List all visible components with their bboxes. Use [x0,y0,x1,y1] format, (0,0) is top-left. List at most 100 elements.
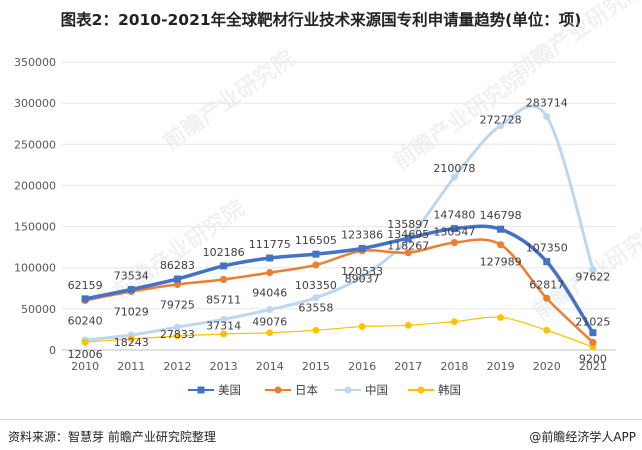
data-label: 86283 [160,259,195,272]
x-tick-label: 2019 [487,360,515,373]
data-point [220,262,228,270]
data-label: 62817 [529,278,564,291]
data-label: 62159 [68,279,103,292]
data-label: 94046 [252,287,287,300]
data-point [219,275,228,284]
data-point [543,258,551,266]
data-point [358,244,366,252]
data-point [266,306,274,314]
data-point [173,275,181,283]
data-point [450,238,459,247]
legend-marker [417,386,425,394]
data-point [497,314,504,321]
x-tick-label: 2020 [533,360,561,373]
data-point [496,121,505,130]
data-label: 103350 [295,279,337,292]
y-tick-label: 0 [49,344,56,357]
data-point [358,273,366,281]
data-point [266,329,274,337]
data-point [312,326,320,334]
data-point [497,225,505,233]
data-point [450,225,458,233]
x-tick-label: 2017 [394,360,422,373]
legend-marker [274,386,282,394]
data-point [451,318,458,326]
data-point [543,326,551,334]
data-label: 12006 [68,348,103,361]
x-tick-label: 2018 [440,360,468,373]
data-label: 73534 [114,269,149,282]
data-label: 127989 [480,256,522,269]
data-point [496,241,505,249]
data-point [358,323,366,330]
y-tick-label: 200000 [14,179,56,192]
data-label: 102186 [203,246,245,259]
data-label: 9200 [579,352,607,365]
data-label: 107350 [526,242,568,255]
data-point [81,338,89,346]
data-label: 71029 [114,306,149,319]
data-label: 123386 [341,228,383,241]
data-label: 63558 [298,302,333,315]
x-tick-label: 2013 [210,360,238,373]
legend-marker [197,386,205,394]
data-label: 210078 [433,162,475,175]
data-label: 272728 [480,114,522,127]
x-tick-label: 2014 [256,360,284,373]
legend-label: 日本 [295,383,318,397]
data-label: 27833 [160,328,195,341]
source-note: 资料来源：智慧芽 前瞻产业研究院整理 [8,430,216,444]
x-tick-label: 2012 [163,360,191,373]
x-tick-label: 2016 [348,360,376,373]
watermark-text: 前瞻产业研究院 [509,0,642,85]
data-label: 21025 [575,316,610,329]
y-tick-label: 150000 [14,221,56,234]
data-point [543,112,551,121]
data-point [450,173,459,181]
data-label: 118267 [387,240,429,253]
data-point [127,285,135,293]
data-label: 134695 [387,228,429,241]
legend-label: 中国 [365,383,388,397]
data-point [404,321,412,329]
data-label: 85711 [206,293,241,306]
data-label: 60240 [68,314,103,327]
data-label: 18243 [114,336,149,349]
chart-title: 图表2：2010-2021年全球靶材行业技术来源国专利申请量趋势(单位：项) [60,11,582,29]
data-label: 130547 [433,226,475,239]
data-label: 146798 [480,209,522,222]
series-line [84,224,595,334]
data-point [266,254,274,262]
data-point [81,295,89,303]
data-point [404,249,412,257]
data-label: 120533 [341,265,383,278]
footer: 资料来源：智慧芽 前瞻产业研究院整理 @前瞻经济学人APP [0,419,642,450]
data-label: 283714 [526,97,568,110]
x-tick-label: 2021 [579,360,607,373]
data-label: 89037 [345,273,380,286]
data-label: 97622 [575,271,610,284]
y-tick-label: 300000 [14,97,56,110]
data-point [312,294,320,302]
data-label: 111775 [249,238,291,251]
data-point [220,330,227,338]
y-tick-label: 50000 [21,303,56,316]
data-point [312,250,320,258]
x-tick-label: 2015 [302,360,330,373]
data-label: 49076 [252,316,287,329]
data-point [589,266,597,274]
data-point [173,323,182,331]
data-point [127,335,135,343]
data-point [589,329,597,337]
data-point [219,315,228,323]
x-tick-label: 2010 [71,360,99,373]
data-point [312,261,320,269]
y-tick-label: 250000 [14,138,56,151]
y-tick-label: 100000 [14,262,56,275]
x-tick-label: 2011 [117,360,145,373]
credit-note: @前瞻经济学人APP [529,430,636,444]
legend-label: 韩国 [438,383,461,397]
series-line [85,316,594,348]
data-label: 116505 [295,234,337,247]
